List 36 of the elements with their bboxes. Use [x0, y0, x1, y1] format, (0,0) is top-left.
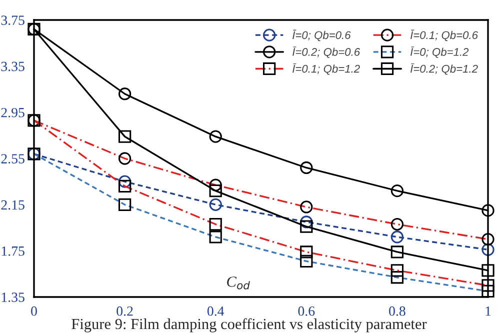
x-axis-title: C$_{od}$ — [227, 276, 250, 290]
y-tick-label: 1.35 — [2, 292, 24, 302]
x-tick-label: 0.6 — [298, 306, 315, 316]
x-tick-label: 0 — [31, 306, 37, 316]
legend-label: Ī=0; Qb=0.6 — [292, 30, 351, 42]
legend-label: Ī=0.2; Qb=1.2 — [410, 63, 478, 75]
legend-label: Ī=0; Qb=1.2 — [410, 46, 469, 58]
point — [482, 243, 494, 256]
x-tick-label: 1 — [486, 306, 491, 316]
point — [118, 130, 132, 143]
y-tick-label: 2.15 — [1, 200, 24, 210]
point — [300, 216, 313, 228]
caption: Figure 9: Film damping coefficient vs elasticity parameter — [72, 318, 427, 332]
point — [209, 130, 222, 143]
y-tick-label: 3.35 — [1, 62, 24, 72]
x-tick-label: 0.2 — [116, 306, 133, 316]
legend-label: Ī=0.2; Qb=0.6 — [292, 46, 360, 58]
point — [300, 220, 313, 233]
point — [390, 230, 404, 244]
y-tick-label: 2.55 — [1, 154, 24, 164]
x-tick-label: 0.4 — [207, 306, 224, 316]
point — [390, 184, 404, 198]
point — [300, 161, 313, 174]
point — [390, 246, 404, 258]
point — [482, 264, 494, 277]
y-tick-label: 1.75 — [2, 246, 24, 256]
point — [209, 198, 222, 211]
point — [118, 175, 132, 188]
y-tick-label: 2.95 — [1, 108, 24, 118]
legend-label: Ī=0.1; Qb=1.2 — [292, 63, 360, 75]
point — [118, 88, 132, 100]
point — [209, 184, 222, 198]
x-tick-label: 0.8 — [389, 306, 406, 316]
legend-label: Ī=0.1; Qb=0.6 — [410, 30, 478, 42]
y-tick-label: 3.75 — [1, 16, 24, 26]
point — [482, 204, 494, 217]
